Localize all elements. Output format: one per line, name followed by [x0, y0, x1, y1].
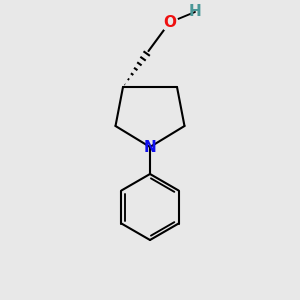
Circle shape [161, 14, 178, 31]
Text: N: N [144, 140, 156, 154]
Text: H: H [189, 4, 201, 20]
Text: O: O [163, 15, 176, 30]
